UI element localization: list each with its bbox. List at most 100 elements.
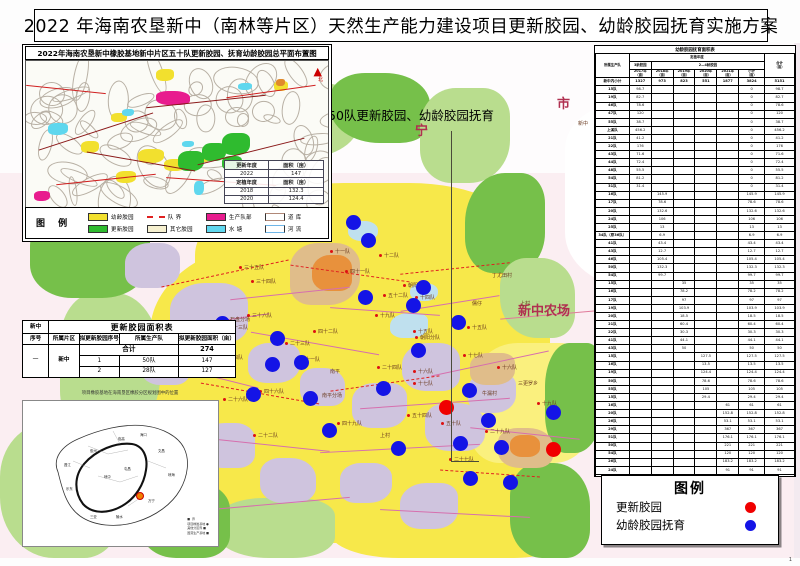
area-table-caption: 更新胶园面积表 [49, 321, 236, 334]
nursery-marker[interactable] [453, 436, 468, 451]
nursery-marker[interactable] [391, 441, 406, 456]
nursery-marker[interactable] [303, 391, 318, 406]
row-team-name: 54队 [596, 450, 630, 458]
row-value-5: 127.5 [739, 353, 765, 361]
row-value-1 [651, 418, 673, 426]
nursery-marker[interactable] [481, 413, 496, 428]
row-value-5: 124.4 [739, 369, 765, 377]
row-value-6: 120 [765, 110, 795, 118]
nursery-marker[interactable] [406, 298, 421, 313]
nursery-marker[interactable] [451, 315, 466, 330]
row-value-0 [629, 361, 651, 369]
row-value-2 [673, 118, 695, 126]
map-place-label: 二十九队 [490, 428, 510, 435]
inset-plan-legend: 图 例 幼龄胶园队 界生产队部道 库更新胶园 其它胶园水 塘河 流 [25, 207, 329, 239]
row-value-6: 50 [765, 345, 795, 353]
th-col-0: 2017年 （亩） [629, 70, 651, 78]
nursery-marker[interactable] [294, 355, 309, 370]
area-table-note: 项目橡胶基地在海南垦区橡胶分区规划图中的位置 [55, 390, 205, 396]
legend-row-nursery: 幼龄胶园抚育 [602, 516, 778, 534]
area-total-label: 合计 [79, 344, 178, 356]
table-row: 定植年度 面积（亩） [225, 178, 324, 187]
row-value-2 [673, 134, 695, 142]
row-value-6: 44.1 [765, 337, 795, 345]
row-team-name: 22队 [596, 143, 630, 151]
row-value-5: 145.9 [739, 191, 765, 199]
row-value-1 [651, 450, 673, 458]
table-row: 47队 120 0 120 [596, 110, 795, 118]
row-value-0: 1327 [629, 78, 651, 86]
table-header-row: 所属生产队 定植年度 合计 （亩） [596, 54, 795, 62]
contour-line [328, 61, 329, 107]
map-team-dot [413, 330, 416, 333]
inset-legend-item: 河 流 [265, 223, 324, 235]
table-row: 16队 78.2 78.2 78.2 [596, 288, 795, 296]
row-value-0: 41.2 [629, 134, 651, 142]
row-value-3 [695, 402, 717, 410]
row-value-5: 53.1 [739, 418, 765, 426]
nursery-marker[interactable] [503, 475, 518, 490]
row-team-name: 26队 [596, 418, 630, 426]
map-team-dot [285, 342, 288, 345]
map-place-label: 十五队 [472, 324, 487, 331]
inset-legend-swatch [206, 213, 226, 221]
row-value-3 [695, 143, 717, 151]
table-row: 上溪队 456.2 0 456.2 [596, 126, 795, 134]
table-row: 19队 124.4 124.4 124.4 [596, 369, 795, 377]
nursery-marker[interactable] [411, 343, 426, 358]
row-value-4 [717, 361, 739, 369]
table-row: 16队 145.9 145.9 145.9 [596, 191, 795, 199]
row-value-6: 91 [765, 466, 795, 474]
nursery-marker[interactable] [463, 471, 478, 486]
nursery-marker[interactable] [546, 405, 561, 420]
row-value-1: 132.3 [651, 264, 673, 272]
row-value-2 [673, 240, 695, 248]
row-value-5: 30.3 [739, 329, 765, 337]
nursery-marker[interactable] [265, 357, 280, 372]
table-row: 19队 82.7 0 82.7 [596, 94, 795, 102]
row-value-2 [673, 450, 695, 458]
map-place-label: 三十五队 [244, 264, 264, 271]
table-row: 15队 35 35 35 [596, 280, 795, 288]
nursery-marker[interactable] [361, 233, 376, 248]
nursery-marker[interactable] [346, 215, 361, 230]
th-col-3: 2020年 （亩） [695, 70, 717, 78]
row-value-6: 176 [765, 143, 795, 151]
inset-legend-item: 队 界 [147, 211, 206, 223]
map-place-label: 新中 [578, 120, 588, 127]
nursery-marker[interactable] [246, 387, 261, 402]
table-row: 50队 132.3 132.3 132.3 [596, 264, 795, 272]
row-value-6: 60.4 [765, 321, 795, 329]
inset-location-map[interactable]: 儋州 临高 海口 文昌 琼海 万宁 陵水 三亚 乐东 昌江 琼中 屯昌 ■ 界 项目橡胶基地… [22, 400, 219, 547]
map-place-label: 朝阳分队 [420, 334, 440, 341]
nursery-marker[interactable] [462, 383, 477, 398]
row-value-2 [673, 102, 695, 110]
row-value-1 [651, 458, 673, 466]
row-value-6: 105.4 [765, 256, 795, 264]
nursery-marker[interactable] [270, 331, 285, 346]
row-team-name: 48队 [596, 167, 630, 175]
inset-plan-canvas[interactable]: ▲ 北 更新年度 面积（亩） 2022 147 定植年度 面积（亩） 2018 132.3 20… [25, 60, 329, 209]
nursery-marker[interactable] [358, 290, 373, 305]
row-value-1: 105.4 [651, 256, 673, 264]
map-place-label: 上村 [380, 432, 390, 439]
row-value-3 [695, 102, 717, 110]
th-col-5: 小计 （亩） [739, 70, 765, 78]
nursery-marker[interactable] [376, 381, 391, 396]
row-value-2 [673, 167, 695, 175]
row-value-5: 132.3 [739, 264, 765, 272]
row-team-name: 29队 [596, 426, 630, 434]
row-value-3: 105 [695, 385, 717, 393]
plot-patch [182, 141, 194, 147]
row-value-1 [651, 102, 673, 110]
row-team-name: 新中内小计 [596, 78, 630, 86]
row-value-5: 0 [739, 167, 765, 175]
map-place-label: 南平分场 [322, 392, 342, 399]
nursery-marker[interactable] [322, 423, 337, 438]
inset-plan-map[interactable]: 2022年海南农垦新中橡胶基地新中片区五十队更新胶园、抚育幼龄胶园总平面布置图 … [22, 44, 332, 242]
nursery-marker[interactable] [494, 440, 509, 455]
nursery-marker[interactable] [416, 280, 431, 295]
nursery-area-table-panel[interactable]: 幼龄胶园抚育面积表 所属生产队 定植年度 合计 （亩） 3龄胶园 2—4龄胶园 2017年（… [594, 45, 796, 477]
renewal-marker[interactable] [546, 442, 561, 457]
row-team-name: 19队 [596, 369, 630, 377]
